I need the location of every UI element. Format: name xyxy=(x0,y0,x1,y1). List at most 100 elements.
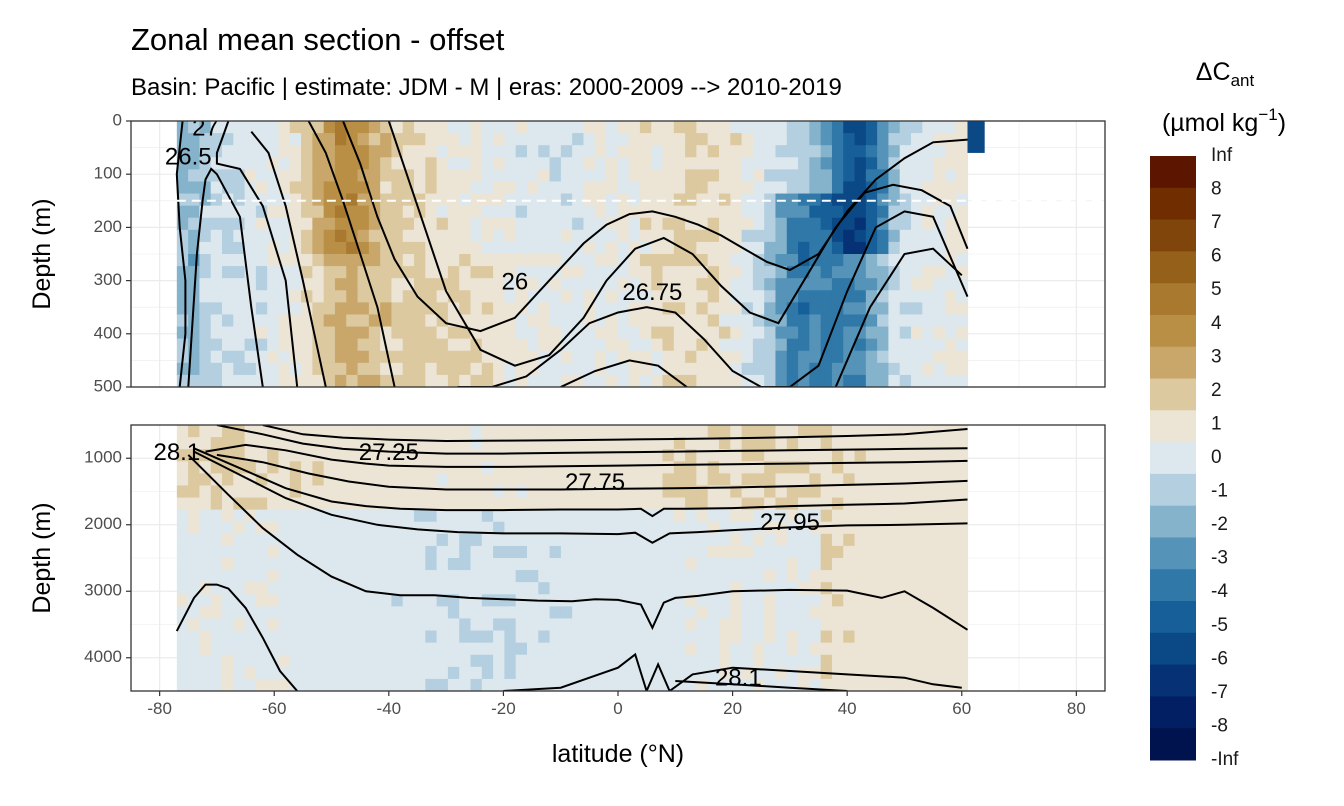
field-cell xyxy=(357,509,370,523)
field-cell xyxy=(854,133,867,146)
field-cell xyxy=(843,461,856,474)
field-cell xyxy=(899,618,912,632)
field-cell xyxy=(911,205,923,219)
field-cell xyxy=(594,229,607,243)
field-cell xyxy=(865,254,878,267)
field-cell xyxy=(199,606,212,620)
field-cell xyxy=(222,666,234,680)
field-cell xyxy=(301,217,313,231)
field-cell xyxy=(210,241,223,255)
field-cell xyxy=(176,461,189,474)
field-cell xyxy=(786,157,799,170)
field-cell xyxy=(583,229,596,243)
field-cell xyxy=(414,121,426,134)
field-cell xyxy=(651,630,664,644)
field-cell xyxy=(334,521,347,535)
field-cell xyxy=(651,254,664,267)
field-cell xyxy=(730,314,743,328)
field-cell xyxy=(278,509,291,523)
field-cell xyxy=(662,461,675,474)
field-cell xyxy=(549,545,562,559)
field-cell xyxy=(786,509,799,523)
field-cell xyxy=(222,278,234,291)
field-cell xyxy=(956,241,969,255)
field-cell xyxy=(809,145,822,158)
field-cell xyxy=(222,654,234,668)
field-cell xyxy=(628,497,641,511)
field-cell xyxy=(662,169,675,183)
field-cell xyxy=(459,374,472,387)
field-cell xyxy=(764,290,777,303)
field-cell xyxy=(380,545,393,559)
field-cell xyxy=(447,278,460,291)
field-cell xyxy=(334,642,347,656)
field-cell xyxy=(233,229,246,243)
field-cell xyxy=(560,362,573,376)
field-cell xyxy=(809,338,822,352)
field-cell xyxy=(865,362,878,376)
field-cell xyxy=(707,350,720,364)
field-cell xyxy=(470,545,483,559)
field-cell xyxy=(594,545,607,559)
field-cell xyxy=(334,425,347,438)
field-cell xyxy=(606,449,618,462)
field-cell xyxy=(493,169,505,183)
field-cell xyxy=(956,533,969,547)
field-cell xyxy=(877,326,890,340)
field-cell xyxy=(922,437,935,450)
field-cell xyxy=(786,229,799,243)
field-cell xyxy=(594,533,607,547)
field-cell xyxy=(730,254,743,267)
field-cell xyxy=(877,461,890,474)
field-cell xyxy=(899,362,912,376)
field-cell xyxy=(606,425,618,438)
field-cell xyxy=(267,558,280,571)
field-cell xyxy=(707,582,720,595)
field-cell xyxy=(685,473,698,487)
field-cell xyxy=(436,642,449,656)
field-cell xyxy=(233,205,246,219)
field-cell xyxy=(504,157,517,170)
field-cell xyxy=(662,642,675,656)
field-cell xyxy=(425,362,438,376)
field-cell xyxy=(899,157,912,170)
field-cell xyxy=(820,326,833,340)
field-cell xyxy=(764,570,777,583)
field-cell xyxy=(786,217,799,231)
field-cell xyxy=(888,157,901,170)
field-cell xyxy=(222,157,234,170)
field-cell xyxy=(199,570,212,583)
field-cell xyxy=(560,618,573,632)
field-cell xyxy=(594,217,607,231)
field-cell xyxy=(357,217,370,231)
field-cell xyxy=(526,449,539,462)
field-cell xyxy=(888,678,901,691)
field-cell xyxy=(515,338,528,352)
field-cell xyxy=(549,533,562,547)
contour-label: 28.1 xyxy=(715,664,762,691)
field-cell xyxy=(752,145,765,158)
field-cell xyxy=(877,654,890,668)
field-cell xyxy=(572,606,585,620)
field-cell xyxy=(730,558,743,571)
field-cell xyxy=(289,302,302,316)
field-cell xyxy=(470,241,483,255)
field-cell xyxy=(877,362,890,376)
field-cell xyxy=(786,449,799,462)
field-cell xyxy=(922,570,935,583)
field-cell xyxy=(572,302,585,316)
field-cell xyxy=(888,254,901,267)
field-cell xyxy=(278,473,291,487)
field-cell xyxy=(278,594,291,607)
field-cell xyxy=(515,133,528,146)
field-cell xyxy=(944,266,957,279)
field-cell xyxy=(357,473,370,487)
field-cell xyxy=(583,241,596,255)
field-cell xyxy=(289,558,302,571)
field-cell xyxy=(775,181,788,195)
field-cell xyxy=(188,205,201,219)
field-cell xyxy=(662,362,675,376)
field-cell xyxy=(301,181,313,195)
field-cell xyxy=(368,582,381,595)
